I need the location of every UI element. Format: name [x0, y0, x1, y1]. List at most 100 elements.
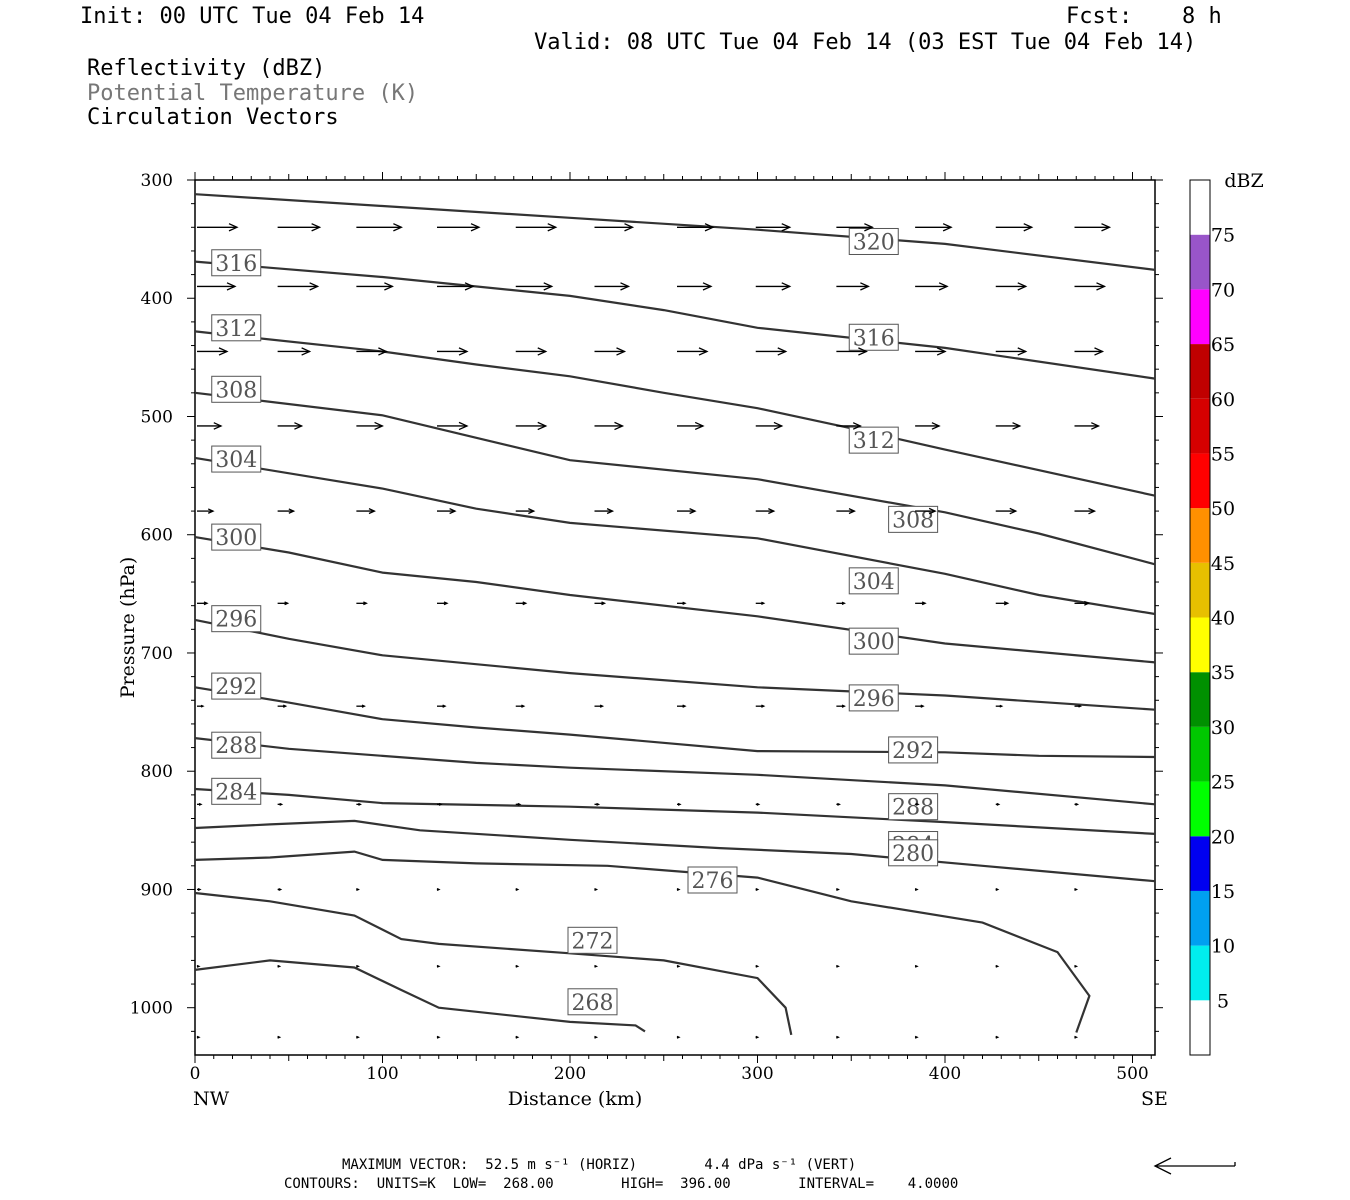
vector-head [931, 422, 941, 430]
vector-head [698, 347, 709, 356]
vector-head [537, 421, 548, 431]
colorbar-label: 25 [1211, 772, 1235, 794]
contour-label: 296 [215, 608, 257, 633]
contour-label: 308 [215, 378, 257, 403]
y-tick-label: 500 [141, 407, 173, 427]
vector-head [841, 601, 846, 605]
colorbar-label: 5 [1217, 990, 1229, 1012]
vector-head [1009, 507, 1018, 515]
field-reflectivity: Reflectivity (dBZ) [87, 56, 326, 81]
vector-head [755, 1035, 760, 1039]
vector-head [682, 704, 687, 708]
contour-label: 320 [853, 230, 895, 255]
vector-head [537, 347, 548, 356]
x-tick-label: 200 [554, 1064, 586, 1084]
vector-head [860, 282, 870, 291]
contour-label-box [888, 736, 939, 764]
field-circulation-vectors: Circulation Vectors [87, 105, 339, 130]
contour-label-box [888, 839, 939, 867]
vector-head [464, 282, 475, 291]
vector-head [761, 601, 766, 605]
vector-head [393, 223, 403, 232]
valid-time: Valid: 08 UTC Tue 04 Feb 14 (03 EST Tue … [534, 30, 1197, 55]
colorbar-swatch [1190, 672, 1210, 727]
colorbar-swatch [1190, 234, 1210, 290]
x-tick-label: 0 [190, 1064, 201, 1084]
contour-label-box [848, 227, 899, 255]
colorbar-swatch [1190, 945, 1210, 1001]
vector-head [915, 802, 920, 806]
vector-head [836, 887, 840, 891]
contour-label: 272 [572, 929, 614, 954]
colorbar-swatch [1190, 508, 1210, 563]
colorbar-swatch [1190, 180, 1210, 235]
vector-head [777, 347, 788, 356]
contour-label-box [211, 249, 262, 277]
y-tick-label: 700 [141, 644, 173, 664]
contour-label: 268 [572, 991, 614, 1016]
vector-head [1088, 507, 1097, 515]
vector-head [1094, 347, 1105, 356]
vector-head [936, 347, 947, 356]
max-vector-note: MAXIMUM VECTOR: 52.5 m s⁻¹ (HORIZ) 4.4 d… [342, 1157, 857, 1173]
contour-note: CONTOURS: UNITS=K LOW= 268.00 HIGH= 396.… [284, 1176, 959, 1192]
contour-label: 304 [215, 448, 257, 473]
vector-head [616, 347, 627, 356]
vector-head [218, 347, 229, 356]
vector-head [768, 508, 776, 515]
colorbar-label: 65 [1211, 334, 1235, 356]
vector-head [363, 601, 368, 606]
vector-head [356, 1035, 360, 1039]
vector-head [528, 508, 536, 515]
vector-head [624, 223, 635, 232]
vector-head [601, 601, 607, 606]
vector-head [676, 964, 681, 968]
theta-contour-308 [194, 391, 1156, 566]
vector-head [848, 508, 856, 515]
vector-head [378, 347, 388, 356]
contour-label: 288 [892, 796, 934, 821]
contour-label-box [567, 988, 618, 1016]
x-tick-label: 300 [741, 1064, 773, 1084]
contour-label-box [888, 793, 939, 821]
vector-head [942, 223, 953, 232]
vector-head [442, 704, 447, 708]
plot-frame [194, 179, 1156, 1056]
theta-contour-304 [194, 456, 1156, 616]
vector-head [309, 282, 320, 291]
vector-head [921, 601, 927, 606]
vector-head [203, 601, 209, 606]
vector-head [1017, 347, 1028, 356]
vector-head [920, 704, 925, 708]
vector-head [207, 508, 215, 514]
contour-label-box [211, 672, 262, 700]
vector-head [200, 704, 205, 708]
contour-label-box [211, 314, 262, 342]
vector-head [356, 964, 360, 968]
theta-contour-292 [194, 686, 1156, 759]
contour-label-box [687, 866, 738, 894]
vector-head [294, 422, 304, 430]
y-tick-label: 300 [141, 171, 173, 191]
vector-head [543, 282, 554, 291]
x-tick-label: 400 [929, 1064, 961, 1084]
vector-head [1096, 282, 1107, 291]
vector-head [596, 802, 601, 806]
vector-head [928, 507, 937, 515]
vector-head [837, 802, 841, 806]
colorbar-label: 20 [1211, 826, 1235, 848]
x-tick-label: 500 [1116, 1064, 1148, 1084]
contour-label: 300 [853, 630, 895, 655]
vector-head [858, 347, 868, 356]
vector-head [458, 421, 469, 431]
vector-head [704, 223, 715, 232]
theta-contour-300 [194, 536, 1156, 664]
vector-head [547, 223, 558, 232]
vector-head [594, 964, 599, 968]
vector-head [226, 282, 237, 291]
contour-label: 316 [853, 326, 895, 351]
vector-head [521, 704, 526, 708]
colorbar-label: 70 [1211, 279, 1235, 301]
colorbar-label: 10 [1211, 936, 1235, 958]
